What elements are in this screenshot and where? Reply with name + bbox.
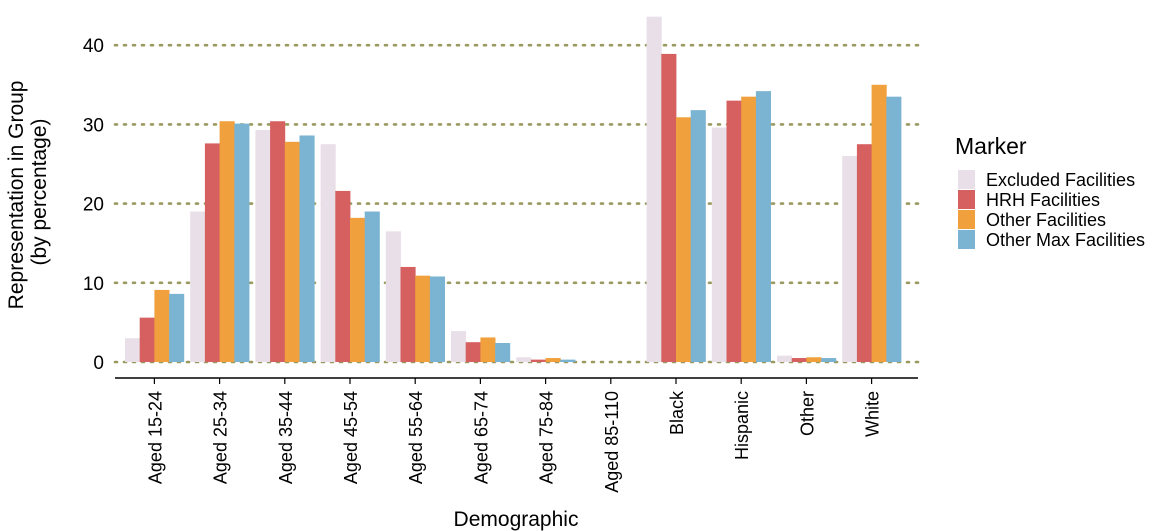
bar [139, 317, 155, 362]
legend-label: HRH Facilities [986, 190, 1100, 210]
bar [350, 217, 366, 362]
legend-title: Marker [955, 133, 1027, 159]
bar [400, 266, 416, 362]
bar [726, 100, 742, 362]
bar [821, 358, 837, 362]
legend-key [958, 230, 975, 249]
bar [451, 331, 467, 362]
bar [190, 211, 206, 362]
bar-group [190, 121, 250, 363]
bar-group [842, 84, 902, 363]
bar-group [451, 331, 511, 362]
bar [886, 96, 902, 363]
bar [320, 144, 336, 362]
bar [661, 53, 677, 363]
x-axis-title: Demographic [454, 508, 579, 531]
bars [125, 16, 902, 363]
y-axis-ticks: 0 10 20 30 40 [83, 36, 104, 374]
x-tick-label: Aged 65-74 [471, 391, 491, 484]
legend-key [958, 170, 975, 189]
y-tick-label: 20 [83, 195, 104, 216]
bar [711, 127, 727, 363]
bar-group [385, 231, 445, 362]
bar [690, 110, 706, 362]
bar-group [320, 144, 380, 362]
bar [299, 135, 315, 362]
bar [429, 276, 445, 362]
legend-key [958, 190, 975, 209]
bar [516, 357, 532, 362]
bar [169, 293, 185, 362]
legend-key [958, 210, 975, 229]
bar [530, 359, 546, 362]
legend-label: Excluded Facilities [986, 170, 1135, 190]
bar [364, 211, 380, 362]
x-tick-label: Aged 45-54 [341, 391, 361, 484]
bar [560, 359, 576, 362]
bar [284, 141, 300, 362]
bar [480, 337, 496, 362]
x-tick-label: Aged 75-84 [537, 391, 557, 484]
bar-group [711, 91, 771, 363]
bar [204, 143, 220, 362]
bar [415, 275, 431, 362]
bar [270, 121, 286, 363]
bar [741, 96, 757, 363]
y-axis-title-line-2: (by percentage) [28, 118, 51, 265]
x-tick-label: Aged 55-64 [406, 391, 426, 484]
bar-group [125, 289, 185, 362]
bar [154, 289, 170, 362]
bar [125, 338, 141, 362]
bar [219, 121, 235, 363]
bar [465, 342, 481, 362]
bar-group [516, 357, 576, 362]
x-tick-label: Aged 15-24 [145, 391, 165, 484]
bar [385, 231, 401, 362]
bar [335, 190, 351, 362]
y-axis-title: Representation in Group (by percentage) [5, 75, 51, 310]
bar [234, 123, 250, 362]
x-tick-label: Aged 25-34 [211, 391, 231, 484]
x-axis-ticks: Aged 15-24 Aged 25-34 Aged 35-44 Aged 45-54… [145, 378, 883, 493]
x-tick-label: Other [797, 391, 817, 436]
bar [791, 358, 807, 362]
bar [495, 342, 511, 362]
y-tick-label: 10 [83, 274, 104, 295]
x-tick-label: Aged 85-110 [602, 391, 622, 493]
x-tick-label: Hispanic [732, 391, 752, 460]
bar [856, 144, 872, 362]
bar [842, 156, 858, 362]
bar [646, 16, 662, 363]
x-tick-label: Black [667, 390, 687, 435]
bar [806, 357, 822, 362]
bar [676, 117, 692, 362]
bar [755, 91, 771, 363]
bar-group [646, 16, 706, 363]
y-tick-label: 30 [83, 115, 104, 136]
bar [545, 358, 561, 362]
bar [777, 355, 793, 362]
legend-label: Other Max Facilities [986, 230, 1145, 250]
bar-group [777, 355, 837, 362]
bar [871, 84, 887, 363]
bar [255, 129, 271, 362]
y-tick-label: 0 [93, 353, 104, 374]
x-tick-label: Aged 35-44 [276, 391, 296, 484]
legend-label: Other Facilities [986, 210, 1106, 230]
x-tick-label: White [863, 391, 883, 437]
y-axis-title-line-1: Representation in Group [5, 81, 28, 310]
bar-group [255, 121, 315, 363]
y-tick-label: 40 [83, 36, 104, 57]
